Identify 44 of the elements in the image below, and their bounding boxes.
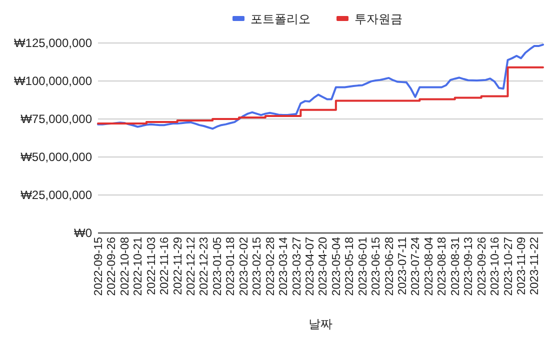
x-tick-label: 2022-11-03 bbox=[146, 237, 158, 295]
x-tick-label: 2022-09-15 bbox=[93, 237, 105, 296]
x-tick-label: 2023-05-18 bbox=[344, 237, 356, 296]
y-tick-label: ₩100,000,000 bbox=[14, 74, 92, 88]
x-tick-label: 2023-05-04 bbox=[330, 236, 343, 296]
x-tick-label: 2022-10-08 bbox=[119, 237, 132, 296]
x-tick-label: 2023-03-14 bbox=[278, 236, 290, 296]
x-tick-label: 2023-01-05 bbox=[212, 237, 224, 296]
x-tick-label: 2023-03-27 bbox=[291, 237, 304, 296]
x-tick-label: 2023-04-20 bbox=[318, 237, 330, 296]
x-tick-label: 2023-06-28 bbox=[384, 237, 396, 296]
x-tick-label: 2022-12-23 bbox=[198, 237, 211, 296]
x-tick-label: 2023-02-15 bbox=[252, 237, 264, 296]
x-tick-label: 2023-01-18 bbox=[225, 237, 238, 296]
x-tick-label: 2023-08-31 bbox=[450, 237, 462, 296]
x-tick-label: 2023-06-01 bbox=[357, 237, 370, 296]
x-axis-title: 날짜 bbox=[308, 317, 332, 331]
x-tick-label: 2022-12-12 bbox=[186, 237, 198, 296]
x-tick-label: 2023-08-18 bbox=[436, 237, 449, 296]
x-tick-label: 2023-09-13 bbox=[463, 237, 476, 296]
x-tick-label: 2023-08-04 bbox=[423, 236, 436, 296]
x-tick-label: 2023-02-28 bbox=[264, 237, 277, 296]
x-tick-label: 2022-10-21 bbox=[132, 237, 145, 296]
x-tick-label: 2023-09-26 bbox=[476, 237, 488, 296]
y-tick-label: ₩0 bbox=[74, 226, 92, 240]
line-series bbox=[97, 44, 544, 130]
legend-label: 투자원금 bbox=[354, 12, 402, 26]
x-tick-label: 2023-11-09 bbox=[516, 237, 528, 295]
x-tick-label: 2022-11-16 bbox=[159, 237, 172, 295]
y-tick-label: ₩25,000,000 bbox=[20, 188, 92, 202]
x-tick-label: 2023-10-16 bbox=[490, 237, 502, 296]
x-tick-label: 2022-09-26 bbox=[106, 237, 118, 296]
x-tick-label: 2023-07-24 bbox=[410, 236, 422, 296]
x-tick-label: 2022-11-29 bbox=[172, 237, 184, 295]
x-tick-label: 2023-02-02 bbox=[238, 237, 250, 296]
x-tick-label: 2023-11-22 bbox=[529, 237, 542, 295]
x-tick-label: 2023-07-11 bbox=[397, 237, 410, 295]
x-tick-label: 2023-10-27 bbox=[502, 237, 515, 296]
x-tick-label: 2023-04-07 bbox=[304, 237, 316, 296]
y-tick-label: ₩75,000,000 bbox=[20, 112, 92, 126]
y-tick-label: ₩125,000,000 bbox=[14, 36, 92, 50]
y-tick-label: ₩50,000,000 bbox=[20, 150, 92, 164]
x-tick-label: 2023-06-15 bbox=[370, 237, 383, 296]
legend-label: 포트폴리오 bbox=[250, 12, 310, 26]
